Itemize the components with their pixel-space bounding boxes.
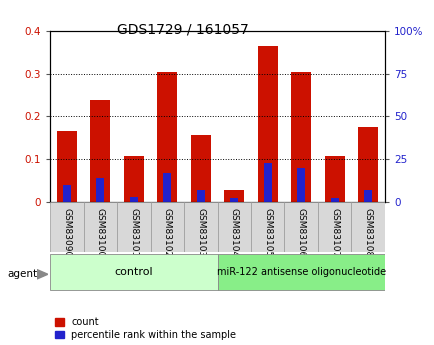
Bar — [90, 100, 110, 202]
Bar — [217, 254, 384, 289]
Text: agent: agent — [8, 269, 38, 279]
Text: control: control — [114, 267, 153, 277]
Text: GSM83107: GSM83107 — [329, 208, 339, 257]
Text: GSM83104: GSM83104 — [229, 208, 238, 257]
Bar — [364, 190, 371, 202]
Bar — [230, 198, 237, 202]
Bar — [163, 173, 171, 202]
Bar — [63, 185, 70, 202]
Bar — [197, 190, 204, 202]
Bar — [217, 202, 250, 252]
Bar — [250, 202, 284, 252]
Bar — [224, 190, 244, 202]
Text: GSM83106: GSM83106 — [296, 208, 305, 257]
Text: GSM83090: GSM83090 — [62, 208, 71, 257]
Bar — [290, 72, 311, 202]
Text: GSM83103: GSM83103 — [196, 208, 205, 257]
Polygon shape — [37, 269, 48, 279]
Text: GDS1729 / 161057: GDS1729 / 161057 — [117, 22, 248, 37]
Bar — [83, 202, 117, 252]
Text: GSM83101: GSM83101 — [129, 208, 138, 257]
Text: GSM83100: GSM83100 — [95, 208, 105, 257]
Bar — [123, 156, 144, 202]
Bar — [184, 202, 217, 252]
Bar — [190, 135, 210, 202]
Text: GSM83105: GSM83105 — [263, 208, 272, 257]
Text: GSM83102: GSM83102 — [162, 208, 171, 257]
Bar — [50, 254, 217, 289]
Bar — [50, 202, 83, 252]
Bar — [117, 202, 150, 252]
Bar — [357, 127, 378, 202]
Bar — [263, 162, 271, 202]
Text: GSM83108: GSM83108 — [363, 208, 372, 257]
Bar — [96, 178, 104, 202]
Bar — [157, 72, 177, 202]
Bar — [56, 131, 77, 202]
Bar — [150, 202, 184, 252]
Bar — [130, 197, 137, 202]
Bar — [330, 198, 338, 202]
Text: miR-122 antisense oligonucleotide: miR-122 antisense oligonucleotide — [216, 267, 385, 277]
Bar — [351, 202, 384, 252]
Legend: count, percentile rank within the sample: count, percentile rank within the sample — [55, 317, 236, 340]
Bar — [297, 168, 304, 202]
Bar — [257, 46, 277, 202]
Bar — [284, 202, 317, 252]
Bar — [324, 156, 344, 202]
Bar — [317, 202, 351, 252]
